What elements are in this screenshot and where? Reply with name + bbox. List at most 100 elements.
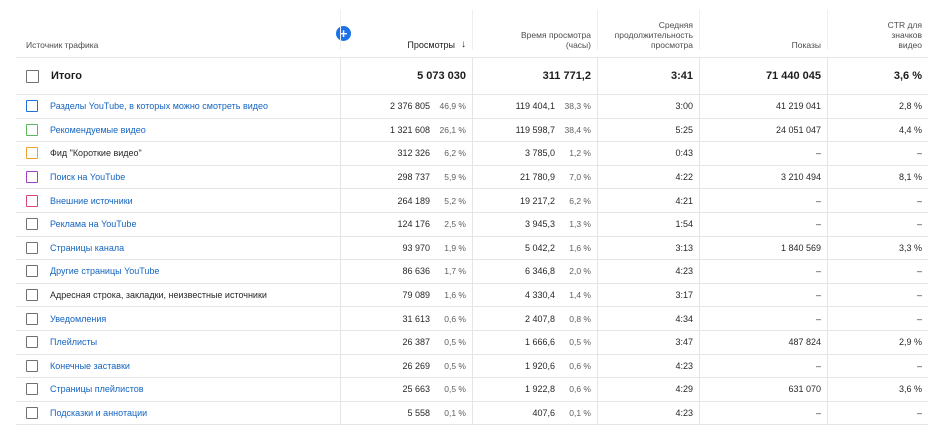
header-source[interactable]: Источник трафика [16,10,340,50]
avg-duration-cell: 3:47 [597,330,699,354]
avg-duration-cell: 4:23 [597,260,699,283]
watch-time-value: 3 945,3 [524,219,555,230]
avg-duration-cell: 4:34 [597,307,699,330]
row-checkbox[interactable] [26,289,38,302]
header-views[interactable]: Просмотры ↓ [340,10,472,50]
impressions-cell: – [699,307,827,330]
row-checkbox[interactable] [26,171,38,184]
ctr-cell: – [827,283,928,307]
avg-duration-value: 4:23 [675,266,693,277]
avg-duration-cell: 5:25 [597,118,699,142]
views-percent: 1,7 % [444,266,466,277]
impressions-value: – [815,148,821,159]
ctr-cell: – [827,354,928,378]
total-checkbox[interactable] [26,69,39,83]
watch-time-percent: 1,6 % [569,242,591,253]
impressions-cell: 24 051 047 [699,118,827,142]
row-checkbox[interactable] [26,100,38,113]
table-row: Разделы YouTube, в которых можно смотрет… [16,95,928,119]
source-label[interactable]: Конечные заставки [50,360,130,371]
views-cell: 25 663 0,5 % [340,378,472,401]
source-label[interactable]: Разделы YouTube, в которых можно смотрет… [50,101,269,112]
source-cell: Другие страницы YouTube [16,260,340,283]
watch-time-value: 119 404,1 [515,101,555,112]
row-checkbox[interactable] [26,241,38,254]
views-percent: 2,5 % [444,219,466,230]
watch-time-percent: 2,0 % [569,266,591,277]
ctr-value: 4,4 % [898,124,922,135]
watch-time-percent: 0,6 % [569,384,591,395]
impressions-cell: – [699,189,827,212]
ctr-value: 2,8 % [898,101,922,112]
total-avg-cell: 3:41 [597,58,699,94]
views-percent: 0,5 % [444,384,466,395]
views-cell: 26 269 0,5 % [340,354,472,378]
row-checkbox[interactable] [26,123,38,136]
watch-time-value: 2 407,8 [524,313,555,324]
total-ctr: 3,6 % [893,70,922,82]
source-cell: Конечные заставки [16,355,340,378]
traffic-source-table: + Источник трафика Просмотры ↓ Время про… [16,10,928,426]
impressions-value: 3 210 494 [780,172,821,183]
ctr-cell: – [827,212,928,236]
watch-time-cell: 21 780,9 7,0 % [472,165,597,189]
ctr-cell: – [827,260,928,283]
row-checkbox[interactable] [26,407,38,420]
avg-duration-value: 3:13 [675,242,693,253]
ctr-cell: 2,9 % [827,330,928,354]
watch-time-percent: 1,4 % [569,290,591,301]
source-cell: Поиск на YouTube [16,166,340,189]
add-metric-icon[interactable]: + [336,26,351,41]
ctr-value: – [916,266,922,277]
header-ctr[interactable]: CTR для значков видео [827,10,928,50]
row-checkbox[interactable] [26,147,38,160]
source-label[interactable]: Уведомления [50,313,107,324]
table-row: Рекомендуемые видео 1 321 608 26,1 % 119 59… [16,118,928,143]
source-label[interactable]: Страницы канала [50,242,125,253]
total-views-cell: 5 073 030 [340,58,472,94]
avg-duration-value: 3:00 [675,101,693,112]
watch-time-percent: 6,2 % [569,195,591,206]
ctr-value: – [916,360,922,371]
row-checkbox[interactable] [26,194,38,207]
views-value: 1 321 608 [389,124,430,135]
source-label[interactable]: Поиск на YouTube [50,172,126,183]
impressions-cell: 3 210 494 [699,165,827,189]
source-label[interactable]: Подсказки и аннотации [50,408,148,419]
impressions-value: 1 840 569 [780,242,821,253]
views-percent: 1,9 % [444,242,466,253]
source-label[interactable]: Рекомендуемые видео [50,124,146,135]
row-checkbox[interactable] [26,218,38,231]
impressions-cell: 631 070 [699,378,827,401]
table-row: Подсказки и аннотации 5 558 0,1 % 407,6 0,1 … [16,401,928,426]
table-row: Поиск на YouTube 298 737 5,9 % 21 780,9 7,0 … [16,165,928,190]
source-label: Фид "Короткие видео" [50,148,142,159]
header-impressions[interactable]: Показы [699,10,827,50]
views-cell: 86 636 1,7 % [340,260,472,283]
source-label[interactable]: Страницы плейлистов [50,384,144,395]
source-label[interactable]: Реклама на YouTube [50,219,137,230]
source-label[interactable]: Внешние источники [50,195,133,206]
source-label[interactable]: Плейлисты [50,337,98,348]
header-avg-line3: просмотра [650,40,693,50]
source-label[interactable]: Другие страницы YouTube [50,266,160,277]
ctr-value: – [916,195,922,206]
row-checkbox[interactable] [26,359,38,372]
row-checkbox[interactable] [26,265,38,278]
header-avg-duration[interactable]: Средняя продолжительность просмотра [597,10,699,50]
row-checkbox[interactable] [26,383,38,396]
avg-duration-cell: 3:00 [597,95,699,118]
views-value: 31 613 [402,313,430,324]
ctr-value: 2,9 % [898,337,922,348]
row-checkbox[interactable] [26,336,38,349]
impressions-cell: – [699,401,827,425]
row-checkbox[interactable] [26,312,38,325]
header-watch-time-label: Время просмотра (часы) [521,30,591,50]
sort-down-icon[interactable]: ↓ [461,39,466,50]
header-watch-time[interactable]: Время просмотра (часы) [472,10,597,50]
views-value: 86 636 [402,266,430,277]
table-row: Реклама на YouTube 124 176 2,5 % 3 945,3 1,3… [16,212,928,237]
impressions-value: 41 219 041 [775,101,821,112]
ctr-cell: 3,3 % [827,236,928,260]
watch-time-percent: 0,5 % [569,337,591,348]
